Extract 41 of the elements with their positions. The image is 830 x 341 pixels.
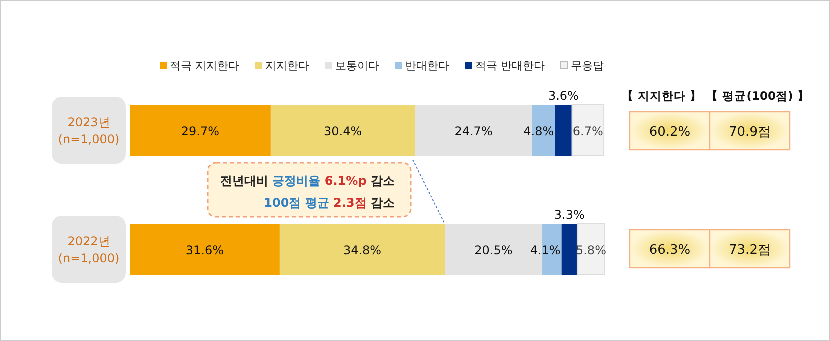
legend-label: 적극 지지한다 <box>170 60 240 72</box>
bar <box>270 105 416 156</box>
data-label: 29.7% <box>181 124 220 138</box>
data-label: 4.8% <box>524 124 554 138</box>
y-tick-label: 2022년 (n=1,000) <box>58 234 120 266</box>
data-label: 30.4% <box>324 124 362 138</box>
legend-label: 지지한다 <box>266 60 310 72</box>
category-label: 【 지지한다 】 <box>622 89 702 103</box>
bar <box>555 105 572 156</box>
annotation: 감소 <box>366 196 395 210</box>
text: 66.3% <box>649 243 691 258</box>
bar <box>562 224 578 275</box>
annotation: 긍정비율 <box>268 174 321 188</box>
bar <box>130 105 271 156</box>
data-label: 3.3% <box>554 208 585 222</box>
bar <box>576 224 606 276</box>
text: 73.2점 <box>729 243 771 258</box>
annotation: 2.3점 <box>329 196 367 210</box>
legend-label: 적극 반대한다 <box>476 60 545 72</box>
text: 70.9점 <box>729 125 771 140</box>
text: 무응답 <box>571 60 604 72</box>
data-label: 3.6% <box>548 89 579 103</box>
data-label: 20.5% <box>474 244 513 258</box>
annotation: 100점 평균 <box>264 196 330 210</box>
legend-label: 반대한다 <box>406 60 450 72</box>
text: 60.2% <box>649 125 691 140</box>
y-tick-label: 2023년 (n=1,000) <box>58 116 120 146</box>
data-label: 4.1% <box>530 244 561 258</box>
bar <box>572 104 605 156</box>
data-label: 5.8% <box>576 244 606 258</box>
bar <box>130 224 280 275</box>
bar <box>280 224 446 275</box>
data-label: 31.6% <box>186 244 224 258</box>
annotation: 전년대비 <box>220 174 269 188</box>
category-label: 【 평균(100점) 】 <box>706 89 810 103</box>
annotation: 감소 <box>366 174 395 188</box>
data-label: 24.7% <box>454 124 493 138</box>
legend-label: 보통이다 <box>336 60 380 72</box>
annotation: 6.1%p <box>320 174 368 188</box>
data-label: 6.7% <box>572 124 604 138</box>
data-label: 34.8% <box>343 244 382 258</box>
